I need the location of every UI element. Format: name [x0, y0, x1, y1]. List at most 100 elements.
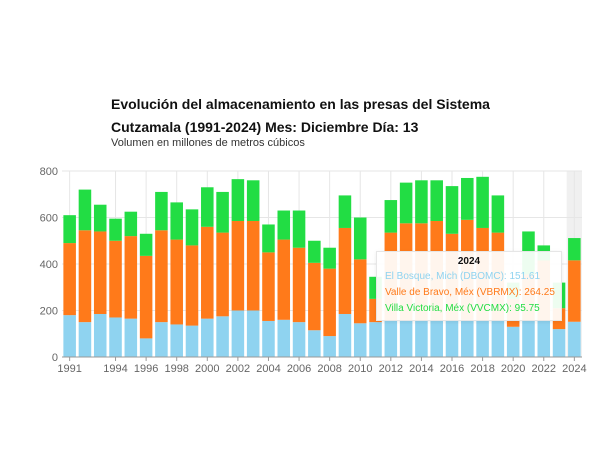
chart-subtitle: Volumen en millones de metros cúbicos: [111, 137, 305, 149]
x-tick-label: 2012: [379, 363, 403, 375]
y-tick-label: 600: [40, 213, 58, 225]
bar-2016-series-0: [445, 320, 459, 357]
bar-2015-series-0: [430, 320, 443, 357]
bar-2022-series-0: [537, 320, 551, 357]
bar-1998-series-2: [170, 202, 183, 240]
bar-2018-series-0: [476, 320, 489, 357]
bar-2024-series-0: [568, 321, 581, 357]
bar-1994-series-1: [109, 240, 122, 318]
bar-2005-series-0: [277, 319, 291, 357]
bar-2004-series-2: [262, 224, 275, 253]
bar-2003-series-1: [246, 220, 260, 311]
bar-2004-series-1: [262, 252, 275, 321]
bar-1997-series-0: [155, 322, 168, 357]
x-tick-label: 2020: [501, 363, 525, 375]
bar-1996-series-1: [139, 255, 153, 339]
bar-2024-series-2: [568, 238, 581, 261]
x-tick-label: 2010: [348, 363, 372, 375]
chart-tooltip: 2024 El Bosque, Mich (DBOMC): 151.61 Val…: [376, 251, 562, 321]
bar-2018-series-2: [476, 176, 489, 228]
bar-2007-series-0: [308, 330, 321, 357]
bar-2014-series-2: [415, 180, 428, 224]
x-tick-label: 2022: [532, 363, 556, 375]
bar-2014-series-0: [415, 320, 428, 357]
x-tick-label: 1998: [164, 363, 188, 375]
x-tick-label: 2018: [470, 363, 494, 375]
bar-2012-series-0: [384, 320, 398, 357]
bar-2003-series-0: [246, 310, 260, 357]
bar-2000-series-0: [201, 318, 214, 357]
bar-2000-series-1: [201, 226, 214, 319]
y-tick-label: 0: [52, 352, 58, 364]
x-tick-label: 2016: [440, 363, 464, 375]
bar-2011-series-0: [369, 322, 382, 357]
bar-1996-series-2: [139, 233, 153, 256]
bar-2002-series-2: [231, 179, 245, 221]
bar-2001-series-0: [216, 316, 229, 357]
bar-2009-series-1: [338, 227, 352, 314]
bar-1992-series-0: [78, 322, 92, 357]
bar-2002-series-1: [231, 220, 245, 311]
chart-title: Evolución del almacenamiento en las pres…: [111, 96, 490, 135]
bar-1998-series-1: [170, 239, 183, 325]
bar-1995-series-2: [124, 211, 138, 237]
bar-2012-series-2: [384, 200, 398, 233]
x-tick-label: 2004: [256, 363, 280, 375]
bar-1995-series-1: [124, 236, 138, 319]
bar-2010-series-0: [353, 323, 367, 357]
bar-2021-series-0: [522, 320, 535, 357]
bar-1991-series-0: [63, 315, 76, 357]
bar-2006-series-2: [292, 210, 306, 248]
bar-2006-series-1: [292, 247, 306, 323]
tooltip-row-victoria: Villa Victoria, Méx (VVCMX): 95.75: [385, 303, 540, 314]
bar-2013-series-0: [399, 320, 413, 357]
bar-1994-series-2: [109, 218, 122, 241]
bar-2019-series-0: [491, 320, 505, 357]
x-tick-label: 2008: [317, 363, 341, 375]
y-tick-label: 400: [40, 259, 58, 271]
x-tick-label: 2000: [195, 363, 219, 375]
bar-1999-series-2: [185, 209, 199, 246]
x-tick-label: 1996: [134, 363, 158, 375]
bar-1991-series-1: [63, 243, 76, 316]
bar-1993-series-0: [93, 313, 107, 357]
bar-2009-series-2: [338, 195, 352, 228]
bar-1994-series-0: [109, 317, 122, 357]
bar-2008-series-1: [323, 268, 336, 337]
bar-1995-series-0: [124, 318, 138, 357]
x-tick-label: 1991: [57, 363, 81, 375]
x-tick-label: 2002: [226, 363, 250, 375]
bar-2006-series-0: [292, 322, 306, 357]
bar-2001-series-2: [216, 191, 229, 233]
bar-1993-series-2: [93, 204, 107, 232]
bar-2019-series-2: [491, 195, 505, 233]
x-tick-label: 2024: [562, 363, 586, 375]
bar-2023-series-0: [552, 329, 566, 357]
bar-2016-series-2: [445, 186, 459, 234]
bar-1992-series-2: [78, 189, 92, 231]
y-tick-label: 800: [40, 166, 58, 178]
bar-1997-series-1: [155, 230, 168, 323]
tooltip-row-bosque: El Bosque, Mich (DBOMC): 151.61: [385, 271, 541, 282]
bar-2003-series-2: [246, 180, 260, 221]
bar-1999-series-1: [185, 245, 199, 326]
bar-2009-series-0: [338, 313, 352, 357]
x-tick-label: 2014: [409, 363, 433, 375]
tooltip-title: 2024: [457, 256, 481, 267]
bar-1992-series-1: [78, 230, 92, 323]
tooltip-row-valle: Valle de Bravo, Méx (VBRMX): 264.25: [385, 287, 555, 298]
bar-2002-series-0: [231, 310, 245, 357]
bar-2005-series-1: [277, 239, 291, 320]
y-tick-label: 200: [40, 306, 58, 318]
bar-2004-series-0: [262, 320, 275, 357]
bar-2010-series-1: [353, 259, 367, 324]
bar-2020-series-0: [506, 326, 520, 357]
bar-2017-series-2: [461, 177, 474, 220]
x-tick-label: 2006: [287, 363, 311, 375]
bar-2013-series-2: [399, 182, 413, 224]
bar-2007-series-1: [308, 262, 321, 331]
bar-2017-series-0: [461, 319, 474, 357]
bar-1997-series-2: [155, 191, 168, 231]
bar-2005-series-2: [277, 210, 291, 240]
